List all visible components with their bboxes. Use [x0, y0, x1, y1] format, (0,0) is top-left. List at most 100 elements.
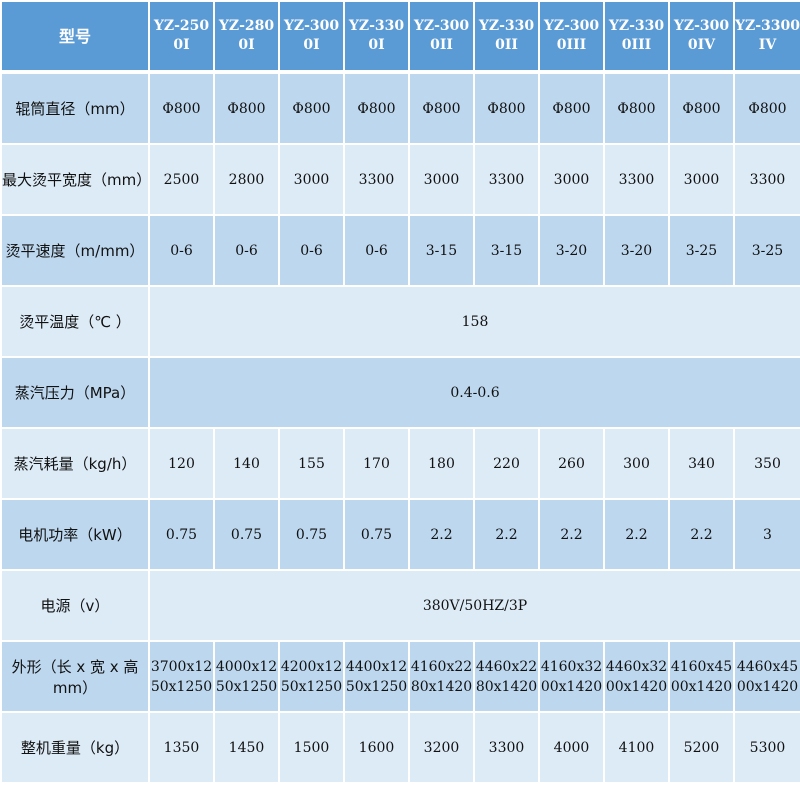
- value-cell: 340: [668, 427, 735, 500]
- value-cell: 2.2: [668, 498, 735, 571]
- value-cell: 3-15: [473, 214, 540, 287]
- table-row: 烫平温度（℃ ） 158: [0, 285, 800, 358]
- value-cell: Φ800: [668, 71, 735, 145]
- table-row: 整机重量（kg） 1350 1450 1500 1600 3200 3300 4000 4100…: [0, 711, 800, 784]
- value-cell: 170: [343, 427, 410, 500]
- row-label: 外形（长 x 宽 x 高mm）: [0, 640, 150, 713]
- value-cell: Φ800: [538, 71, 605, 145]
- row-label: 蒸汽压力（MPa）: [0, 356, 150, 429]
- row-label: 烫平速度（m/mm）: [0, 214, 150, 287]
- value-cell: 3300: [343, 143, 410, 216]
- value-cell: 4160x4500x1420: [668, 640, 735, 713]
- value-cell: 0.75: [343, 498, 410, 571]
- value-cell: 4460x4500x1420: [733, 640, 800, 713]
- merged-value-cell: 380V/50HZ/3P: [148, 569, 800, 642]
- table-row: 外形（长 x 宽 x 高mm） 3700x1250x1250 4000x1250x1…: [0, 640, 800, 713]
- value-cell: 4200x1250x1250: [278, 640, 345, 713]
- value-cell: Φ800: [278, 71, 345, 145]
- value-cell: 3300: [603, 143, 670, 216]
- value-cell: 0.75: [278, 498, 345, 571]
- value-cell: 2.2: [603, 498, 670, 571]
- model-header: YZ-3000II: [408, 0, 475, 74]
- value-cell: 2.2: [408, 498, 475, 571]
- value-cell: 4460x2280x1420: [473, 640, 540, 713]
- value-cell: 260: [538, 427, 605, 500]
- row-label: 最大烫平宽度（mm）: [0, 143, 150, 216]
- table-row: 最大烫平宽度（mm） 2500 2800 3000 3300 3000 3300 3000 33…: [0, 143, 800, 216]
- value-cell: 4400x1250x1250: [343, 640, 410, 713]
- value-cell: 1450: [213, 711, 280, 784]
- row-label: 整机重量（kg）: [0, 711, 150, 784]
- row-label: 烫平温度（℃ ）: [0, 285, 150, 358]
- model-header: YZ-3000I: [278, 0, 345, 74]
- value-cell: 3-15: [408, 214, 475, 287]
- value-cell: Φ800: [213, 71, 280, 145]
- value-cell: Φ800: [343, 71, 410, 145]
- value-cell: 3-25: [733, 214, 800, 287]
- value-cell: 0.75: [148, 498, 215, 571]
- value-cell: 5300: [733, 711, 800, 784]
- value-cell: 4000x1250x1250: [213, 640, 280, 713]
- value-cell: 1350: [148, 711, 215, 784]
- table-row: 电源（v） 380V/50HZ/3P: [0, 569, 800, 642]
- value-cell: 220: [473, 427, 540, 500]
- value-cell: 2500: [148, 143, 215, 216]
- table-row: 蒸汽耗量（kg/h） 120 140 155 170 180 220 260 300 340 350: [0, 427, 800, 500]
- value-cell: 3200: [408, 711, 475, 784]
- value-cell: 1500: [278, 711, 345, 784]
- row-label: 蒸汽耗量（kg/h）: [0, 427, 150, 500]
- value-cell: 3000: [668, 143, 735, 216]
- value-cell: 3300: [733, 143, 800, 216]
- value-cell: 3: [733, 498, 800, 571]
- model-header: YZ-3300II: [473, 0, 540, 74]
- merged-value-cell: 158: [148, 285, 800, 358]
- value-cell: 3700x1250x1250: [148, 640, 215, 713]
- value-cell: 4000: [538, 711, 605, 784]
- value-cell: 4160x3200x1420: [538, 640, 605, 713]
- value-cell: 0-6: [213, 214, 280, 287]
- model-header: YZ-3300I: [343, 0, 410, 74]
- value-cell: 3000: [278, 143, 345, 216]
- model-header: YZ-3300IV: [733, 0, 800, 74]
- value-cell: Φ800: [148, 71, 215, 145]
- value-cell: 2.2: [538, 498, 605, 571]
- model-header: YZ-2800I: [213, 0, 280, 74]
- value-cell: Φ800: [603, 71, 670, 145]
- value-cell: 180: [408, 427, 475, 500]
- value-cell: 4100: [603, 711, 670, 784]
- value-cell: 3300: [473, 711, 540, 784]
- table-row: 蒸汽压力（MPa） 0.4-0.6: [0, 356, 800, 429]
- model-header-label: 型号: [0, 0, 150, 74]
- header-row: 型号 YZ-2500I YZ-2800I YZ-3000I YZ-3300I YZ-30…: [0, 0, 800, 74]
- value-cell: 3300: [473, 143, 540, 216]
- value-cell: 4160x2280x1420: [408, 640, 475, 713]
- value-cell: 0-6: [148, 214, 215, 287]
- value-cell: 3000: [538, 143, 605, 216]
- value-cell: 300: [603, 427, 670, 500]
- value-cell: Φ800: [733, 71, 800, 145]
- row-label: 电机功率（kW）: [0, 498, 150, 571]
- value-cell: 2800: [213, 143, 280, 216]
- value-cell: 0-6: [343, 214, 410, 287]
- value-cell: Φ800: [408, 71, 475, 145]
- value-cell: 5200: [668, 711, 735, 784]
- value-cell: 2.2: [473, 498, 540, 571]
- value-cell: 0.75: [213, 498, 280, 571]
- value-cell: 4460x3200x1420: [603, 640, 670, 713]
- model-header: YZ-3000IV: [668, 0, 735, 74]
- value-cell: 120: [148, 427, 215, 500]
- merged-value-cell: 0.4-0.6: [148, 356, 800, 429]
- row-label: 电源（v）: [0, 569, 150, 642]
- value-cell: 3-20: [538, 214, 605, 287]
- value-cell: 155: [278, 427, 345, 500]
- value-cell: 350: [733, 427, 800, 500]
- table-row: 电机功率（kW） 0.75 0.75 0.75 0.75 2.2 2.2 2.2 2.2 2.2 3: [0, 498, 800, 571]
- value-cell: 140: [213, 427, 280, 500]
- value-cell: 3-20: [603, 214, 670, 287]
- value-cell: 3000: [408, 143, 475, 216]
- model-header: YZ-3000III: [538, 0, 605, 74]
- value-cell: 0-6: [278, 214, 345, 287]
- model-header: YZ-2500I: [148, 0, 215, 74]
- value-cell: 3-25: [668, 214, 735, 287]
